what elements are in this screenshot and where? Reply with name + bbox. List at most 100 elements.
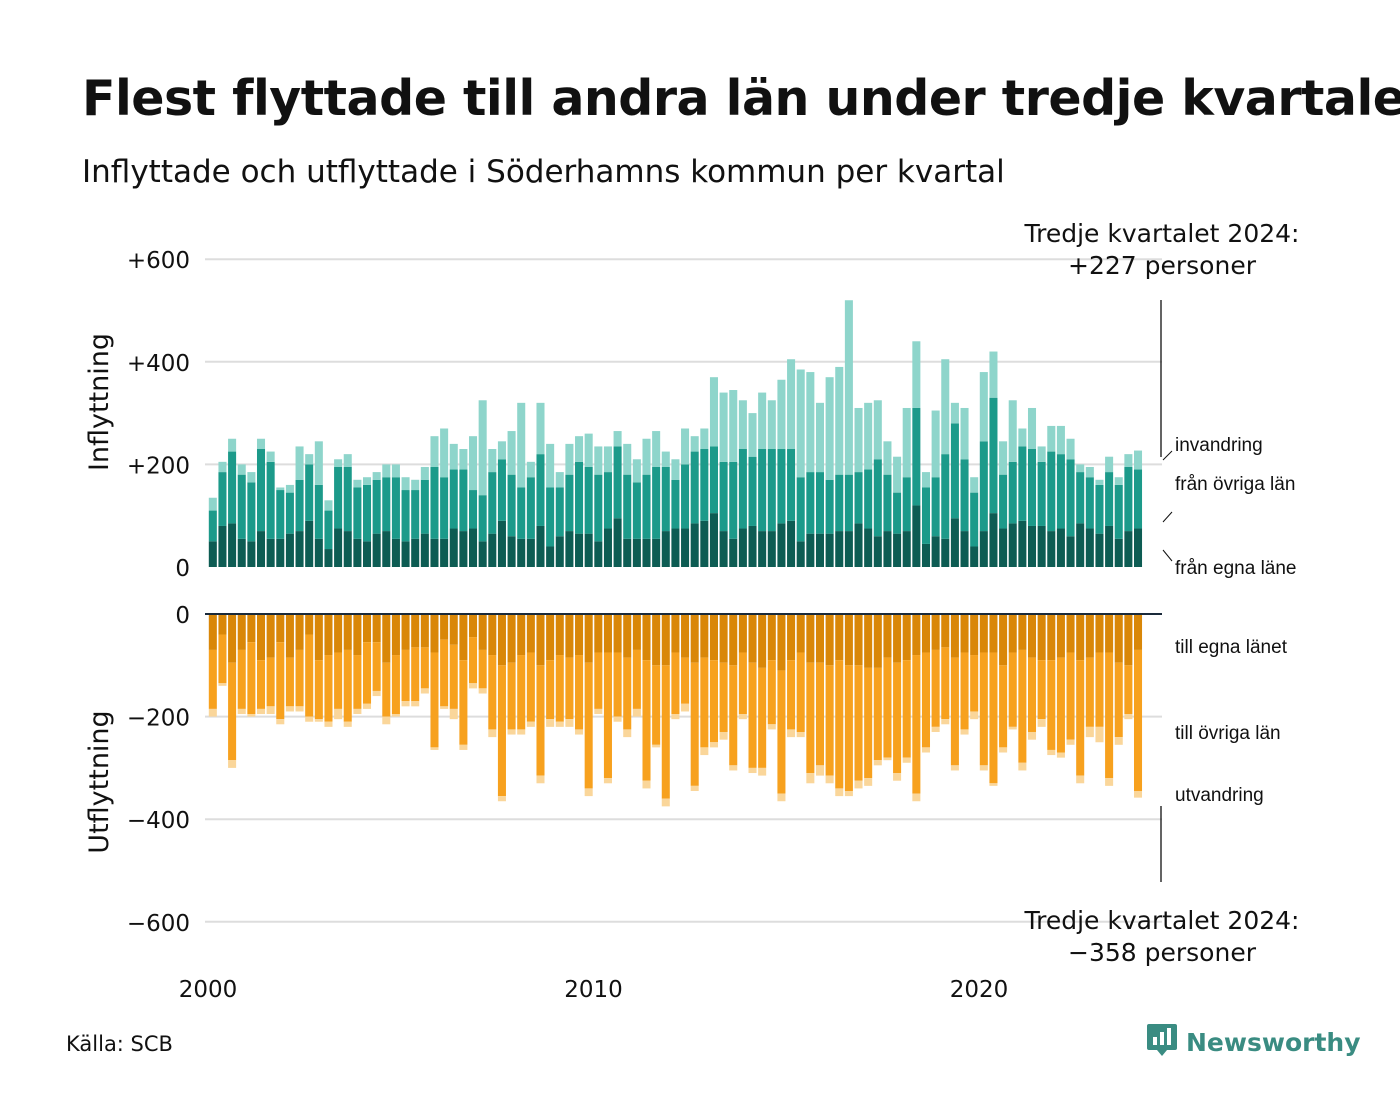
bar-in-other [912, 407, 921, 506]
bar-in-own [497, 520, 506, 567]
bar-in-own [334, 528, 343, 567]
bar-out-own [652, 614, 661, 666]
bar-out-own [1095, 614, 1104, 653]
bar-out-own [921, 614, 931, 653]
bar-out-own [382, 614, 391, 663]
bar-out-other [218, 634, 227, 684]
bar-out-emig [902, 757, 911, 763]
bar-in-other [652, 466, 661, 539]
bar-in-immig [459, 449, 468, 470]
bar-in-other [979, 441, 988, 532]
bar-out-own [970, 614, 979, 656]
bar-in-own [671, 528, 680, 567]
bar-out-other [363, 642, 372, 704]
bar-out-emig [1076, 775, 1085, 784]
bar-in-other [430, 466, 439, 539]
bar-in-own [873, 536, 882, 567]
source-note: Källa: SCB [66, 1032, 173, 1056]
bar-in-immig [343, 454, 352, 467]
bar-out-other [883, 657, 892, 758]
bar-out-own [632, 614, 641, 650]
bar-out-other [912, 655, 921, 794]
bar-out-other [989, 652, 998, 784]
bar-out-other [430, 652, 439, 748]
bar-out-own [999, 614, 1008, 666]
bar-out-other [256, 660, 266, 709]
bar-in-own [603, 528, 612, 567]
chart-title: Flest flyttade till andra län under tred… [82, 70, 1400, 127]
bar-in-own [854, 523, 863, 567]
bar-in-own [256, 531, 266, 567]
bar-in-own [526, 538, 535, 567]
bar-out-other [237, 649, 246, 709]
bar-in-other [584, 466, 593, 534]
bar-in-other [575, 461, 584, 534]
bar-in-immig [806, 372, 815, 473]
bar-out-other [979, 652, 988, 766]
bar-in-other [960, 459, 969, 532]
chart-subtitle: Inflyttade och utflyttade i Söderhamns k… [82, 154, 1005, 190]
bar-in-own [1018, 520, 1027, 567]
annotations: Tredje kvartalet 2024: +227 personer Tre… [1024, 219, 1300, 967]
bar-in-immig [353, 479, 362, 488]
bar-out-other [806, 662, 815, 774]
bar-out-emig [854, 780, 863, 789]
bar-out-emig [575, 729, 584, 735]
bar-in-own [777, 523, 786, 567]
bar-out-other [584, 662, 593, 789]
bar-out-emig [912, 793, 921, 802]
bar-in-immig [835, 366, 844, 475]
bar-in-other [276, 490, 285, 539]
bar-out-own [228, 614, 237, 663]
bar-out-other [815, 662, 824, 766]
bar-in-own [999, 528, 1008, 567]
bar-in-own [709, 513, 718, 567]
bar-in-immig [420, 466, 429, 480]
bar-in-own [989, 513, 998, 567]
bar-in-immig [594, 446, 603, 475]
bar-in-own [883, 531, 892, 567]
bar-out-emig [536, 775, 545, 784]
bar-in-own [950, 518, 959, 567]
bar-out-other [459, 660, 468, 745]
bar-out-own [758, 614, 767, 668]
bar-out-other [517, 655, 526, 730]
bar-in-other [1134, 469, 1143, 529]
bar-in-immig [208, 497, 217, 511]
bar-in-own [276, 538, 285, 567]
bar-in-own [623, 538, 632, 567]
bar-out-other [719, 662, 728, 732]
newsworthy-bars-icon [1146, 1022, 1178, 1062]
bar-in-own [758, 531, 767, 567]
bar-out-emig [950, 765, 959, 771]
bar-in-other [758, 449, 767, 532]
bar-in-other [825, 479, 834, 534]
bar-out-own [1085, 614, 1094, 658]
bar-in-other [921, 487, 931, 544]
bar-out-other [729, 665, 738, 766]
bar-out-emig [469, 683, 478, 689]
bar-in-other [459, 469, 468, 532]
leader-invandring [1162, 450, 1173, 461]
bar-out-own [864, 614, 873, 668]
bar-out-emig [690, 785, 699, 791]
bar-in-other [440, 477, 449, 539]
bar-in-own [440, 538, 449, 567]
bar-out-other [748, 662, 757, 768]
bar-in-other [1037, 461, 1046, 526]
bar-in-own [430, 538, 439, 567]
bar-out-emig [893, 773, 902, 781]
bar-in-other [1105, 472, 1114, 526]
bar-in-other [372, 479, 381, 534]
bar-out-own [844, 614, 853, 666]
bar-in-other [363, 484, 372, 542]
bar-out-other [497, 665, 506, 797]
bar-out-own [671, 614, 680, 653]
bar-out-emig [1008, 726, 1017, 730]
bar-out-own [902, 614, 911, 661]
bar-in-other [738, 449, 747, 529]
bar-out-own [334, 614, 343, 653]
bar-in-other [478, 495, 487, 542]
bar-in-other [815, 472, 824, 534]
bar-in-other [594, 474, 603, 542]
